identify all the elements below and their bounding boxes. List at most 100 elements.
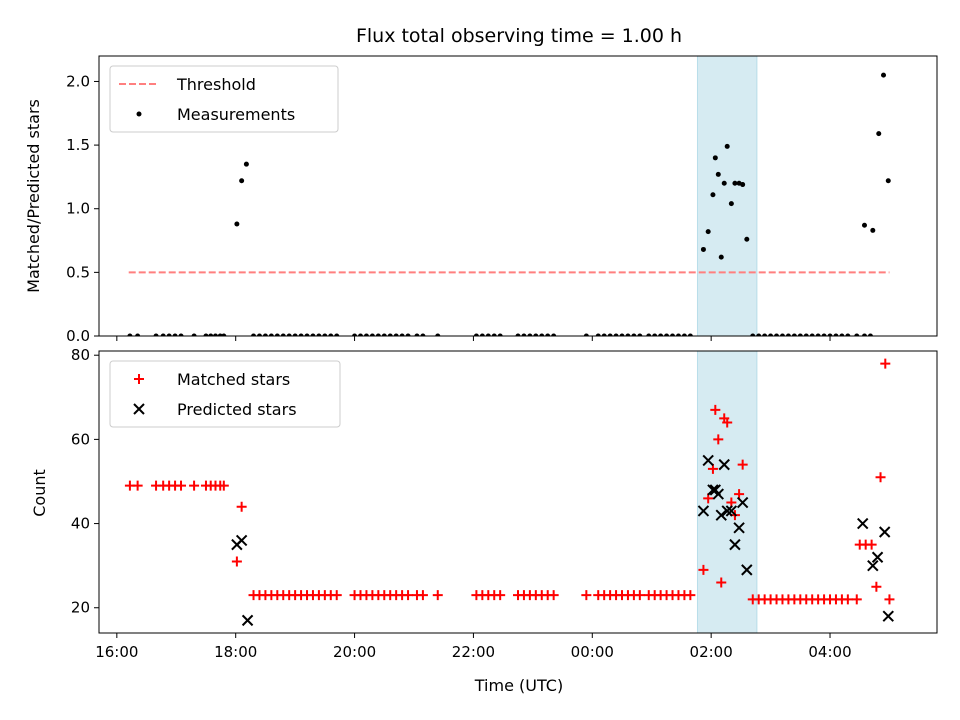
- data-point: [231, 556, 242, 567]
- data-point: [363, 333, 369, 336]
- data-point: [797, 333, 803, 336]
- data-point: [432, 590, 443, 601]
- legend-matched-marker: [134, 374, 144, 384]
- data-point: [527, 333, 533, 336]
- data-point: [331, 590, 342, 601]
- data-point: [715, 509, 727, 521]
- data-point: [791, 333, 797, 336]
- data-point: [851, 594, 862, 605]
- y-tick-label: 60: [71, 430, 90, 448]
- data-point: [485, 333, 491, 336]
- data-point: [718, 458, 730, 471]
- top-chart-title: Flux total observing time = 1.00 h: [356, 25, 682, 47]
- data-point: [417, 590, 428, 601]
- data-point: [292, 333, 298, 336]
- data-point: [845, 333, 851, 336]
- data-point: [322, 333, 328, 336]
- data-point: [833, 333, 839, 336]
- y-tick-label: 80: [71, 346, 90, 364]
- data-point: [515, 333, 521, 336]
- data-point: [756, 333, 762, 336]
- data-point: [646, 333, 652, 336]
- data-point: [328, 333, 334, 336]
- data-point: [310, 333, 316, 336]
- data-point: [710, 404, 721, 415]
- x-axis-label: Time (UTC): [474, 676, 563, 695]
- data-point: [722, 417, 733, 428]
- data-point: [718, 254, 724, 260]
- y-tick-label: 0.0: [66, 327, 90, 345]
- data-point: [268, 333, 274, 336]
- data-point: [286, 333, 292, 336]
- data-point: [352, 333, 358, 336]
- data-point: [728, 201, 734, 207]
- y-tick-label: 1.5: [66, 136, 90, 154]
- x-tick-label: 20:00: [333, 643, 376, 661]
- data-point: [809, 333, 815, 336]
- data-point: [521, 333, 527, 336]
- legend: Matched stars Predicted stars: [109, 360, 341, 428]
- data-point: [613, 333, 619, 336]
- bottom-chart: 20 40 60 80 16:00 18:00 20:00 22:00 00:00 02:00 04…: [71, 346, 938, 661]
- data-point: [127, 333, 133, 336]
- legend-label: Matched stars: [177, 370, 290, 389]
- data-point: [880, 358, 891, 369]
- data-point: [545, 333, 551, 336]
- data-point: [710, 192, 716, 198]
- data-point: [687, 333, 693, 336]
- data-point: [700, 246, 706, 252]
- data-point: [827, 333, 833, 336]
- data-point: [473, 333, 479, 336]
- data-point: [734, 489, 745, 500]
- data-point: [729, 538, 741, 551]
- data-point: [744, 236, 750, 242]
- data-point: [132, 480, 143, 491]
- data-point: [234, 221, 240, 227]
- data-point: [403, 590, 414, 601]
- legend-label: Threshold: [176, 75, 256, 94]
- data-point: [172, 333, 178, 336]
- data-point: [762, 333, 768, 336]
- data-point: [375, 333, 381, 336]
- data-point: [705, 229, 711, 235]
- data-point: [871, 581, 882, 592]
- data-point: [548, 590, 559, 601]
- data-point: [166, 333, 172, 336]
- data-point: [884, 594, 895, 605]
- data-point: [716, 577, 727, 588]
- data-point: [740, 182, 746, 188]
- data-point: [595, 333, 601, 336]
- data-point: [732, 180, 738, 186]
- bottom-chart-y-axis-label: Count: [30, 469, 49, 517]
- data-point: [420, 333, 426, 336]
- data-point: [178, 333, 184, 336]
- data-point: [497, 333, 503, 336]
- data-point: [861, 222, 867, 228]
- data-point: [736, 496, 749, 509]
- data-point: [235, 534, 248, 547]
- data-point: [876, 131, 882, 137]
- x-tick-label: 02:00: [690, 643, 733, 661]
- legend-predicted-marker: [133, 403, 145, 415]
- data-point: [533, 333, 539, 336]
- data-point: [697, 505, 710, 517]
- data-point: [861, 333, 867, 336]
- data-point: [581, 590, 592, 601]
- data-point: [721, 505, 733, 517]
- data-point: [256, 333, 262, 336]
- data-point: [160, 333, 166, 336]
- data-point: [725, 505, 738, 517]
- data-point: [712, 155, 718, 161]
- data-point: [405, 333, 411, 336]
- data-point: [737, 459, 748, 470]
- top-chart: 0.0 0.5 1.0 1.5 2.0 Threshold Measurements: [66, 55, 938, 345]
- data-point: [785, 333, 791, 336]
- data-point: [334, 333, 340, 336]
- data-point: [414, 333, 420, 336]
- data-point: [393, 333, 399, 336]
- y-tick-label: 40: [71, 515, 90, 533]
- data-point: [871, 551, 884, 563]
- legend: Threshold Measurements: [109, 65, 339, 133]
- data-point: [702, 454, 714, 467]
